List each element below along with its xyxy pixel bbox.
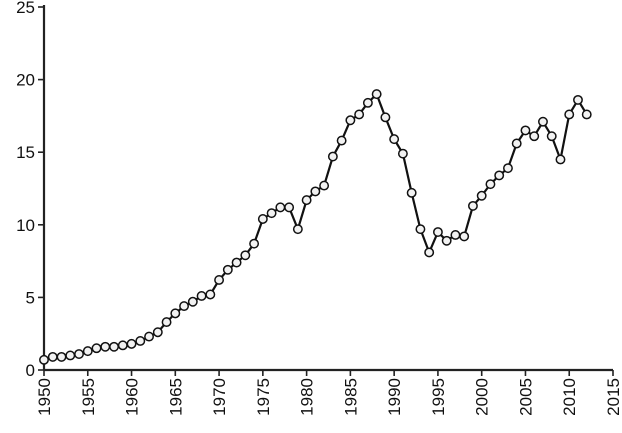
data-point xyxy=(135,336,146,346)
y-tick-label: 5 xyxy=(26,288,35,307)
data-point xyxy=(310,186,321,197)
data-point xyxy=(117,340,128,351)
data-point xyxy=(100,341,111,352)
data-point xyxy=(371,89,382,100)
data-point xyxy=(47,351,58,362)
data-point xyxy=(503,163,513,174)
y-tick-label: 15 xyxy=(16,143,35,162)
data-point xyxy=(301,195,312,206)
data-series xyxy=(39,89,592,365)
data-point xyxy=(152,327,163,338)
data-point xyxy=(450,230,461,240)
x-tick-label: 1995 xyxy=(429,378,448,416)
x-tick-label: 1965 xyxy=(166,378,185,416)
data-point xyxy=(161,317,172,328)
data-point xyxy=(362,97,373,108)
data-point xyxy=(494,170,505,181)
data-point xyxy=(257,214,268,224)
data-point xyxy=(266,208,277,219)
x-tick-label: 1955 xyxy=(79,378,98,416)
data-point xyxy=(214,275,225,285)
data-point xyxy=(319,180,330,191)
data-point xyxy=(65,350,76,361)
data-point xyxy=(74,349,84,359)
data-point xyxy=(354,109,365,120)
data-point xyxy=(179,301,190,312)
data-point xyxy=(529,131,540,142)
x-axis: 1950 1955 1960 1965 1970 1975 1980 1985 1990 1995… xyxy=(35,368,622,416)
data-point xyxy=(240,250,251,261)
x-tick-label: 1985 xyxy=(341,378,360,416)
data-point xyxy=(205,289,216,300)
data-point xyxy=(109,341,119,352)
data-point xyxy=(39,354,49,365)
x-tick-label: 2015 xyxy=(604,378,622,416)
data-point xyxy=(231,257,242,268)
data-point xyxy=(292,224,303,235)
x-tick-label: 2005 xyxy=(516,378,535,416)
data-point xyxy=(485,179,496,190)
data-point xyxy=(467,200,478,211)
data-point xyxy=(126,338,137,349)
data-point xyxy=(459,231,470,242)
data-point xyxy=(82,346,93,357)
data-point xyxy=(441,235,452,246)
data-point xyxy=(170,308,181,319)
y-tick-label: 0 xyxy=(26,361,35,380)
data-point xyxy=(196,290,207,301)
data-point xyxy=(538,116,548,127)
data-point xyxy=(284,202,295,213)
data-point xyxy=(56,351,67,362)
data-point xyxy=(546,131,557,142)
y-tick-label: 20 xyxy=(16,71,35,90)
data-point xyxy=(415,224,426,235)
data-point xyxy=(476,190,487,201)
data-point xyxy=(380,112,391,123)
x-tick-label: 1990 xyxy=(385,378,404,416)
data-point xyxy=(345,115,356,126)
data-point xyxy=(91,343,102,354)
data-point xyxy=(187,296,198,307)
data-point xyxy=(336,135,347,146)
data-point xyxy=(389,134,400,145)
data-point xyxy=(327,151,338,162)
x-tick-label: 1960 xyxy=(123,378,142,416)
data-point xyxy=(511,138,522,149)
data-point xyxy=(249,238,260,249)
data-point xyxy=(520,125,531,136)
data-point xyxy=(222,264,233,275)
data-point xyxy=(555,154,566,165)
x-tick-label: 2010 xyxy=(560,378,579,416)
x-tick-label: 1970 xyxy=(210,378,229,416)
x-tick-label: 2000 xyxy=(473,378,492,416)
series-line xyxy=(43,93,588,361)
data-point xyxy=(581,109,592,120)
data-point xyxy=(432,227,443,238)
y-tick-label: 10 xyxy=(16,216,35,235)
x-tick-label: 1975 xyxy=(254,378,273,416)
data-point xyxy=(406,187,417,198)
data-point xyxy=(397,148,408,159)
data-point xyxy=(144,331,154,342)
x-tick-label: 1950 xyxy=(35,378,54,416)
x-tick-label: 1980 xyxy=(298,378,317,416)
data-point xyxy=(275,202,286,213)
y-axis: 0 5 10 15 20 25 xyxy=(16,0,46,380)
y-tick-label: 25 xyxy=(16,0,35,17)
data-point xyxy=(573,94,583,105)
data-point xyxy=(564,109,575,120)
data-point xyxy=(424,247,435,258)
